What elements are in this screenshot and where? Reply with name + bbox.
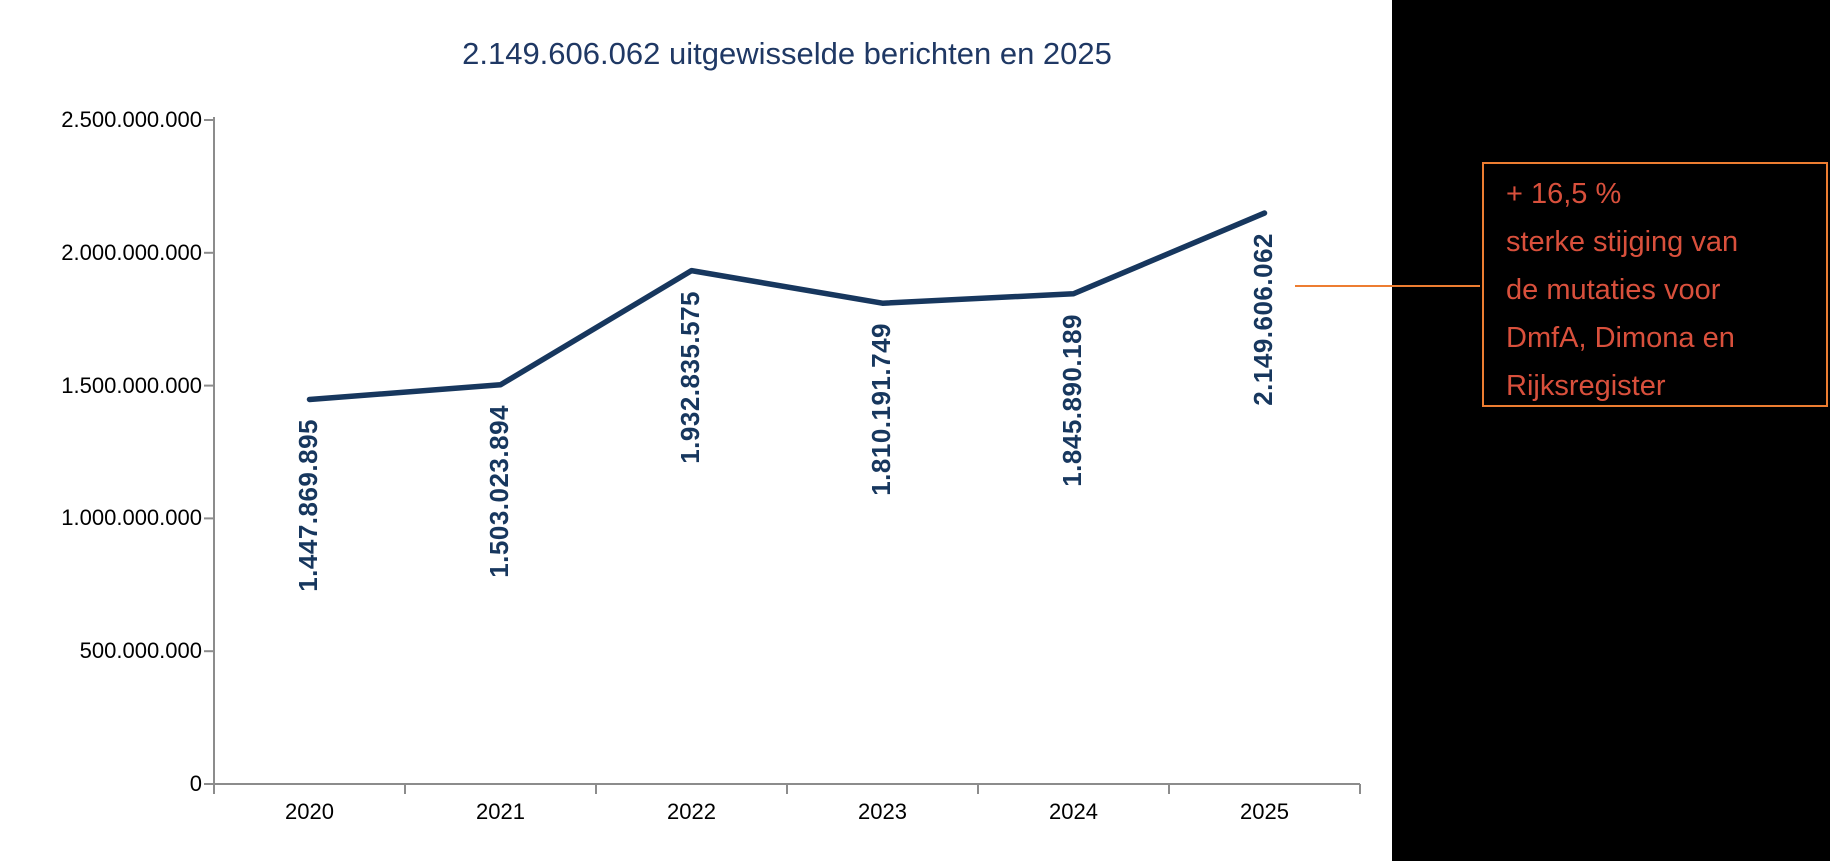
data-label: 1.447.869.895	[292, 419, 323, 593]
annotation-callout: + 16,5 % sterke stijging van de mutaties…	[1482, 162, 1828, 407]
data-label: 2.149.606.062	[1247, 233, 1278, 406]
annotation-line: DmfA, Dimona en	[1506, 322, 1735, 354]
data-label: 1.503.023.894	[483, 404, 514, 578]
x-axis-tick-label: 2020	[285, 799, 334, 824]
y-axis-tick-label: 0	[189, 771, 202, 796]
x-axis-tick-label: 2021	[476, 799, 525, 824]
data-label: 1.810.191.749	[865, 323, 896, 496]
data-label: 1.932.835.575	[674, 290, 705, 464]
y-axis-tick-label: 2.500.000.000	[61, 107, 202, 132]
y-axis-tick-label: 500.000.000	[79, 638, 202, 664]
annotation-line: Rijksregister	[1506, 370, 1666, 402]
x-axis-tick-label: 2023	[858, 799, 907, 824]
y-axis-tick-label: 2.000.000.000	[61, 239, 202, 265]
data-label: 1.845.890.189	[1056, 313, 1087, 487]
side-panel	[1392, 0, 1830, 861]
y-axis-tick-label: 1.500.000.000	[61, 372, 202, 398]
annotation-line: de mutaties voor	[1506, 274, 1721, 306]
y-axis-tick-label: 1.000.000.000	[61, 505, 202, 531]
x-axis-tick-label: 2025	[1240, 799, 1289, 824]
x-axis-tick-label: 2022	[667, 799, 716, 824]
annotation-line: sterke stijging van	[1506, 226, 1739, 258]
x-axis-tick-label: 2024	[1049, 799, 1098, 824]
annotation-line: + 16,5 %	[1506, 178, 1622, 210]
chart-title: 2.149.606.062 uitgewisselde berichten en…	[462, 36, 1112, 71]
data-series-line	[306, 210, 1268, 403]
